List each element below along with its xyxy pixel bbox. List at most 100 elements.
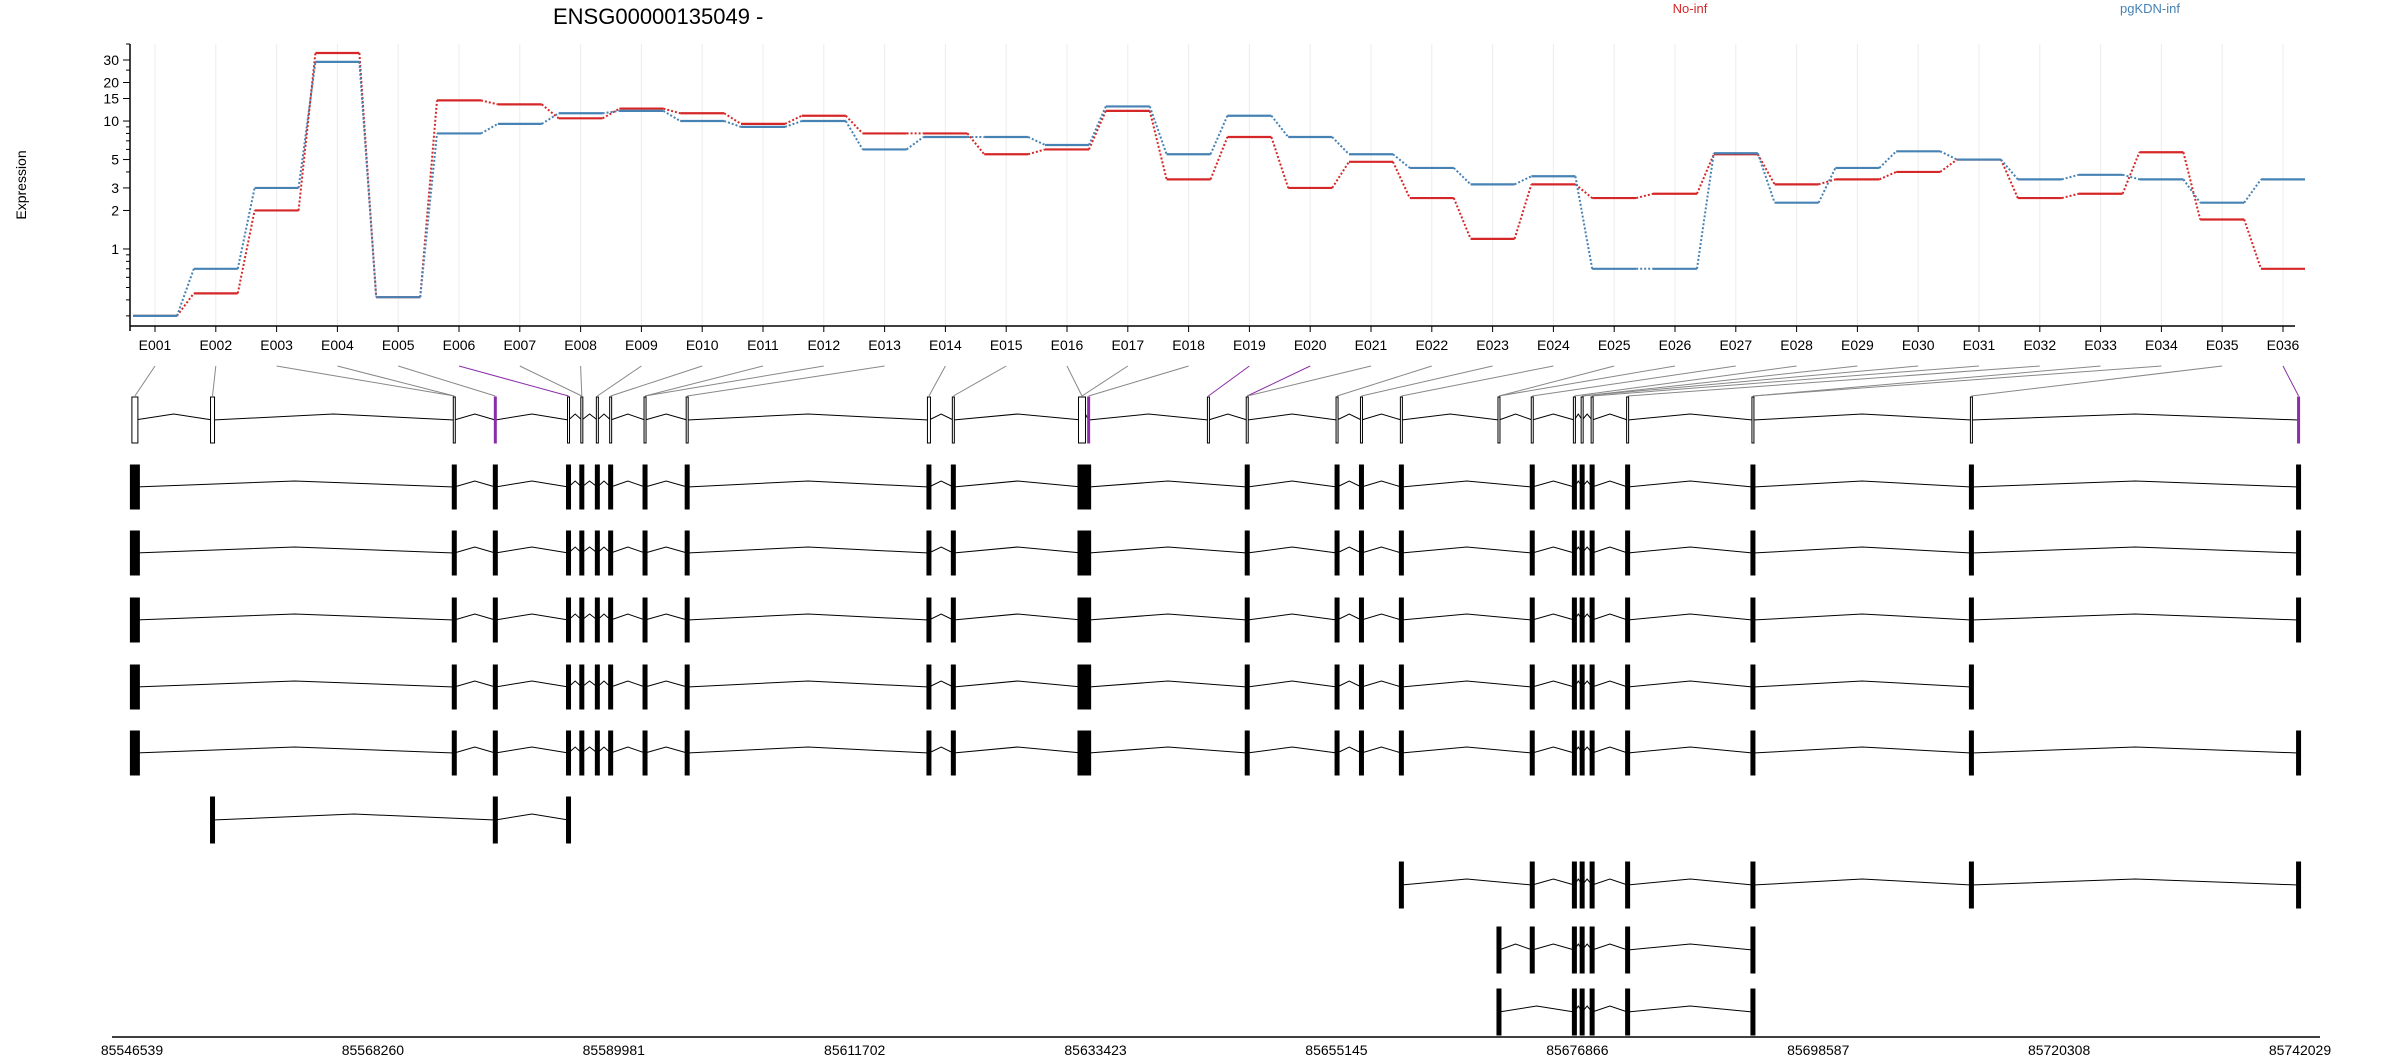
series-connector bbox=[1331, 136, 1350, 155]
exon-block bbox=[2296, 464, 2302, 510]
exon-block bbox=[1750, 861, 1756, 909]
x-tick-label: E003 bbox=[260, 337, 293, 353]
y-tick-label: 30 bbox=[103, 52, 119, 68]
intron-line bbox=[454, 746, 496, 754]
transcript-5 bbox=[129, 730, 2302, 776]
exon-block bbox=[1571, 664, 1577, 710]
intron-line bbox=[1401, 480, 1533, 488]
genomic-tick-label: 85655145 bbox=[1305, 1042, 1368, 1058]
exon-connector bbox=[1081, 365, 1129, 397]
intron-line bbox=[1971, 878, 2299, 886]
exon-block bbox=[608, 730, 614, 776]
genomic-tick-label: 85720308 bbox=[2028, 1042, 2091, 1058]
exon-block bbox=[492, 730, 498, 776]
intron-line bbox=[1532, 413, 1575, 421]
exon-block bbox=[1244, 664, 1250, 710]
legend-label: No-inf bbox=[1673, 1, 1708, 16]
exon-connector bbox=[597, 365, 642, 397]
exon-connector bbox=[1582, 365, 1919, 397]
genomic-tick-label: 85546539 bbox=[101, 1042, 164, 1058]
exon-block bbox=[1244, 530, 1250, 576]
x-tick-label: E013 bbox=[868, 337, 901, 353]
exon-block bbox=[1625, 988, 1631, 1036]
x-tick-label: E021 bbox=[1355, 337, 1388, 353]
exon-block bbox=[950, 664, 956, 710]
intron-line bbox=[1971, 480, 2299, 488]
intron-line bbox=[1498, 1005, 1575, 1013]
intron-line bbox=[454, 546, 496, 554]
y-tick-label: 10 bbox=[103, 113, 119, 129]
series-connector bbox=[2243, 219, 2262, 270]
x-tick-label: E001 bbox=[139, 337, 172, 353]
intron-line bbox=[928, 413, 954, 421]
transcript-9 bbox=[1496, 988, 1756, 1036]
intron-line bbox=[1581, 413, 1593, 421]
exon-block bbox=[1589, 597, 1595, 643]
exon-block bbox=[1077, 597, 1087, 643]
exon-block bbox=[642, 597, 648, 643]
series-connector bbox=[480, 99, 499, 106]
exon-block bbox=[1589, 861, 1595, 909]
exon-connector bbox=[1752, 365, 2101, 397]
exon-block bbox=[451, 730, 457, 776]
chart-title: ENSG00000135049 - bbox=[553, 4, 763, 29]
exon-connector bbox=[644, 365, 764, 397]
intron-line bbox=[1088, 680, 1248, 688]
exon-block bbox=[2296, 597, 2302, 643]
exon-block bbox=[950, 464, 956, 510]
exon-block bbox=[580, 396, 584, 444]
exon-connector bbox=[1627, 365, 2040, 397]
transcript-7 bbox=[1398, 861, 2302, 909]
exon-block bbox=[1579, 988, 1585, 1036]
x-tick-label: E018 bbox=[1172, 337, 1205, 353]
exon-block bbox=[684, 730, 690, 776]
transcript-3 bbox=[129, 597, 2302, 643]
intron-line bbox=[1971, 746, 2299, 754]
exon-block bbox=[1496, 988, 1502, 1036]
intron-line bbox=[610, 746, 646, 754]
exon-block bbox=[1589, 988, 1595, 1036]
exon-block bbox=[1398, 664, 1404, 710]
series-connector bbox=[663, 107, 681, 115]
exon-block bbox=[1244, 464, 1250, 510]
intron-line bbox=[454, 680, 496, 688]
x-tick-label: E035 bbox=[2206, 337, 2239, 353]
exon-block bbox=[1359, 396, 1363, 444]
exon-connector bbox=[1498, 365, 1615, 397]
exon-block bbox=[1334, 597, 1340, 643]
x-tick-label: E028 bbox=[1780, 337, 1813, 353]
exon-connector bbox=[1592, 365, 1980, 397]
exon-block bbox=[567, 396, 571, 444]
x-tick-label: E025 bbox=[1598, 337, 1631, 353]
exon-block bbox=[2296, 530, 2302, 576]
intron-line bbox=[1361, 746, 1402, 754]
x-tick-label: E016 bbox=[1051, 337, 1084, 353]
intron-line bbox=[1401, 878, 1533, 886]
series-connector bbox=[1878, 171, 1897, 181]
genomic-tick-label: 85611702 bbox=[824, 1042, 885, 1058]
exon-block bbox=[1579, 926, 1585, 974]
x-tick-label: E006 bbox=[443, 337, 476, 353]
intron-line bbox=[1401, 613, 1533, 621]
exon-block bbox=[950, 530, 956, 576]
series-connector bbox=[1574, 183, 1593, 199]
intron-line bbox=[1361, 680, 1402, 688]
exon-block bbox=[1334, 730, 1340, 776]
y-tick-label: 1 bbox=[111, 241, 119, 257]
exon-block bbox=[608, 664, 614, 710]
series-connector bbox=[358, 52, 378, 298]
x-tick-label: E034 bbox=[2145, 337, 2178, 353]
exon-block bbox=[1529, 530, 1535, 576]
intron-line bbox=[1336, 613, 1362, 621]
series-connector bbox=[1209, 136, 1229, 180]
exon-block bbox=[1529, 664, 1535, 710]
exon-block bbox=[1398, 730, 1404, 776]
exon-block bbox=[1750, 664, 1756, 710]
intron-line bbox=[610, 680, 646, 688]
exon-block bbox=[1398, 530, 1404, 576]
genomic-axis: 85546539 85568260 85589981 85611702 85633423… bbox=[101, 1036, 2331, 1058]
series-connector bbox=[1756, 153, 1776, 185]
intron-line bbox=[1971, 613, 2299, 621]
exon-block bbox=[1968, 664, 1974, 710]
intron-line bbox=[1336, 746, 1362, 754]
